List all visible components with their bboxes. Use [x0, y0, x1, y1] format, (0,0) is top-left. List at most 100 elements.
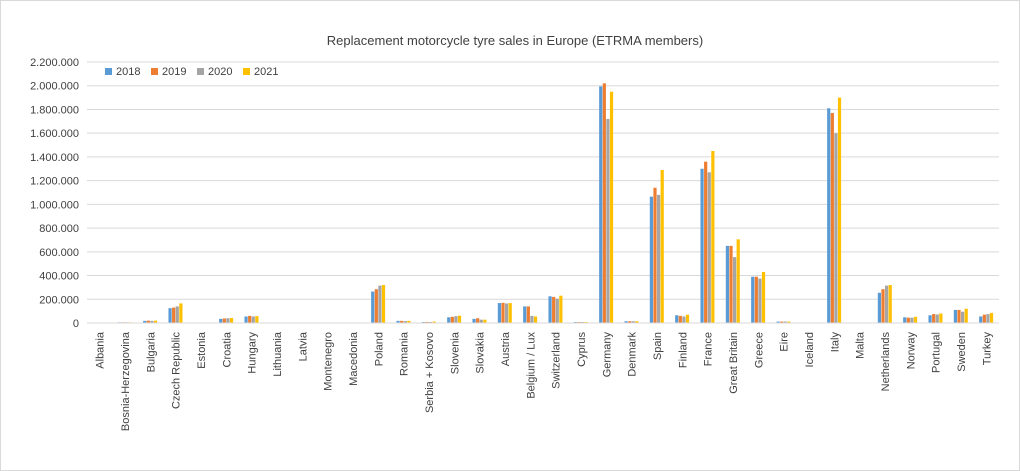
bar-2021-belgium-lux	[533, 316, 538, 323]
bar-2021-eire	[787, 321, 791, 323]
bar-2019-austria	[501, 302, 505, 323]
bar-2021-bulgaria	[153, 320, 158, 323]
category-label: France	[703, 332, 715, 366]
bar-2019-france	[704, 161, 708, 323]
bar-2020-switzerland	[555, 298, 559, 323]
category-label: Great Britain	[728, 332, 740, 394]
bar-2018-poland	[371, 291, 375, 323]
bar-2018-greece	[751, 276, 755, 323]
bar-2018-romania	[396, 320, 400, 323]
bar-2018-slovakia	[472, 318, 476, 323]
bar-2021-romania	[407, 320, 411, 323]
bar-2019-poland	[374, 289, 378, 323]
bar-2020-czech-republic	[175, 306, 179, 323]
y-tick-label: 200.000	[39, 294, 79, 306]
y-axis-ticks: 0 200.000 400.000 600.000 800.000 1.000.000 1.…	[30, 57, 79, 330]
category-label: Malta	[855, 331, 867, 359]
legend-swatch	[243, 68, 250, 75]
category-label: Latvia	[297, 331, 309, 361]
category-label: Macedonia	[348, 331, 360, 386]
category-label: Eire	[779, 332, 791, 352]
gridlines	[87, 61, 999, 300]
bar-2018-germany	[599, 86, 603, 323]
bar-2018-slovenia	[447, 317, 451, 323]
bar-2019-netherlands	[881, 289, 885, 323]
bar-2019-slovenia	[450, 316, 454, 323]
bar-2021-denmark	[635, 321, 639, 323]
bar-2019-switzerland	[552, 296, 556, 323]
bar-2021-czech-republic	[179, 303, 183, 323]
bar-2018-bulgaria	[143, 320, 147, 323]
bar-2021-slovakia	[483, 319, 487, 323]
bar-2019-hungary	[248, 315, 252, 323]
category-label: Sweden	[956, 332, 968, 372]
y-tick-label: 1.200.000	[30, 176, 79, 188]
bar-2019-sweden	[957, 309, 961, 323]
bar-2021-serbia-kosovo	[432, 321, 436, 323]
bar-2021-france	[711, 150, 715, 323]
bar-2020-austria	[505, 303, 509, 323]
bar-2018-croatia	[219, 318, 223, 323]
category-label: Finland	[677, 332, 689, 368]
bar-2021-switzerland	[559, 295, 563, 323]
bar-2018-netherlands	[877, 292, 881, 323]
bar-2019-serbia-kosovo	[425, 321, 429, 323]
bar-2020-turkey	[986, 314, 990, 323]
chart-title: Replacement motorcycle tyre sales in Eur…	[327, 33, 703, 48]
category-label: Czech Republic	[171, 332, 183, 410]
bar-2018-belgium-lux	[523, 306, 527, 323]
bar-2019-czech-republic	[172, 307, 176, 323]
category-label: Germany	[601, 332, 613, 378]
bar-2021-great-britain	[736, 239, 740, 323]
bar-2020-finland	[682, 316, 686, 323]
category-label: Austria	[500, 331, 512, 366]
bar-2021-sweden	[964, 308, 968, 323]
bar-2019-denmark	[628, 321, 632, 323]
bar-2021-slovenia	[457, 315, 462, 323]
bar-2020-sweden	[961, 311, 965, 323]
bar-2020-norway	[910, 317, 914, 323]
bar-2020-slovakia	[479, 319, 483, 323]
y-tick-label: 600.000	[39, 247, 79, 259]
bar-2019-norway	[906, 317, 910, 323]
bar-2020-denmark	[631, 321, 635, 323]
category-label: Cyprus	[576, 332, 588, 367]
bar-2020-hungary	[251, 316, 255, 323]
bar-2019-belgium-lux	[526, 306, 530, 323]
category-label: Slovakia	[475, 331, 487, 373]
category-label: Belgium / Lux	[525, 332, 537, 399]
category-label: Poland	[373, 332, 385, 366]
category-label: Lithuania	[272, 331, 284, 377]
legend-label: 2021	[254, 66, 278, 78]
category-label: Hungary	[247, 332, 259, 374]
bar-2018-great-britain	[725, 245, 729, 323]
category-label: Romania	[399, 331, 411, 376]
bar-2020-eire	[783, 321, 787, 323]
category-labels: Albania Bosnia-Herzegovina Bulgaria Czech R…	[95, 331, 994, 431]
bar-2020-romania	[403, 321, 407, 323]
bar-2018-spain	[649, 196, 653, 323]
bar-2018-finland	[675, 315, 679, 323]
bar-2021-poland	[381, 285, 386, 323]
bar-2019-great-britain	[729, 245, 733, 323]
category-label: Bosnia-Herzegovina	[120, 331, 132, 431]
y-tick-label: 1.400.000	[30, 152, 79, 164]
bar-2019-germany	[602, 83, 606, 323]
category-label: Iceland	[804, 332, 816, 367]
bar-2021-spain	[660, 169, 664, 323]
y-tick-label: 1.000.000	[30, 199, 79, 211]
y-tick-label: 800.000	[39, 223, 79, 235]
category-label: Portugal	[931, 332, 943, 373]
bar-2019-greece	[754, 276, 758, 323]
bar-2019-italy	[830, 113, 834, 323]
bar-2018-france	[700, 168, 704, 323]
bar-2019-portugal	[932, 314, 936, 323]
bar-2019-finland	[678, 315, 682, 323]
category-label: Italy	[829, 332, 841, 353]
bar-2021-italy	[837, 97, 842, 323]
category-label: Serbia + Kosovo	[424, 332, 436, 413]
bar-2020-great-britain	[733, 257, 737, 323]
bar-2021-hungary	[255, 316, 259, 323]
bar-2020-poland	[378, 285, 382, 323]
